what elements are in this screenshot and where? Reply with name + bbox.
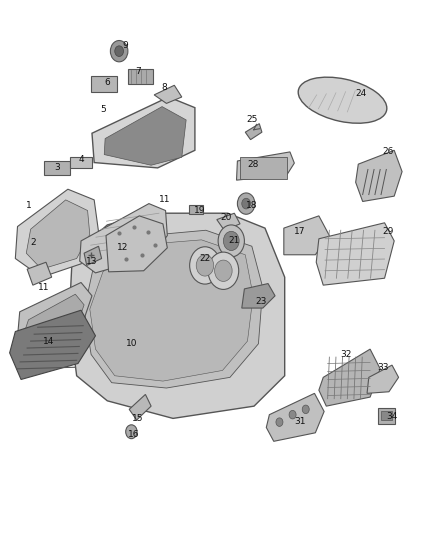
Circle shape bbox=[218, 225, 244, 257]
Text: 14: 14 bbox=[42, 337, 54, 345]
Ellipse shape bbox=[298, 77, 387, 123]
Polygon shape bbox=[129, 394, 151, 420]
Text: 19: 19 bbox=[194, 206, 205, 215]
Bar bbox=[128, 69, 153, 84]
Text: 20: 20 bbox=[220, 213, 231, 222]
Text: 11: 11 bbox=[159, 196, 170, 204]
Polygon shape bbox=[84, 230, 263, 388]
Text: 25: 25 bbox=[246, 116, 258, 124]
Text: 34: 34 bbox=[386, 413, 398, 421]
Circle shape bbox=[190, 247, 220, 284]
Circle shape bbox=[276, 418, 283, 426]
Polygon shape bbox=[84, 246, 102, 265]
Text: 5: 5 bbox=[100, 105, 106, 114]
Polygon shape bbox=[245, 124, 262, 140]
Polygon shape bbox=[266, 393, 324, 441]
Polygon shape bbox=[24, 294, 84, 348]
Text: 13: 13 bbox=[86, 257, 98, 265]
Polygon shape bbox=[106, 216, 167, 272]
Circle shape bbox=[289, 410, 296, 419]
Polygon shape bbox=[217, 213, 240, 230]
Polygon shape bbox=[316, 223, 394, 285]
Circle shape bbox=[208, 252, 239, 289]
Circle shape bbox=[115, 46, 124, 56]
Bar bbox=[381, 411, 392, 420]
Circle shape bbox=[196, 255, 214, 276]
Circle shape bbox=[237, 193, 255, 214]
Text: 16: 16 bbox=[128, 430, 139, 439]
Text: 26: 26 bbox=[382, 148, 393, 156]
Text: 17: 17 bbox=[294, 228, 306, 236]
Text: 21: 21 bbox=[229, 237, 240, 245]
Polygon shape bbox=[26, 200, 90, 269]
Text: 6: 6 bbox=[104, 78, 110, 87]
Text: 8: 8 bbox=[161, 84, 167, 92]
Polygon shape bbox=[319, 349, 380, 406]
Circle shape bbox=[110, 41, 128, 62]
Polygon shape bbox=[27, 262, 52, 285]
Text: 31: 31 bbox=[294, 417, 306, 425]
Polygon shape bbox=[10, 310, 95, 379]
Text: 7: 7 bbox=[135, 68, 141, 76]
Text: 22: 22 bbox=[199, 254, 211, 263]
Circle shape bbox=[242, 198, 251, 209]
Bar bbox=[189, 205, 203, 214]
Polygon shape bbox=[237, 152, 294, 180]
Bar bbox=[44, 161, 70, 175]
Polygon shape bbox=[154, 85, 182, 103]
Polygon shape bbox=[92, 97, 195, 168]
Text: 1: 1 bbox=[25, 201, 32, 209]
Text: 24: 24 bbox=[356, 89, 367, 98]
Circle shape bbox=[126, 425, 137, 439]
Polygon shape bbox=[69, 213, 285, 418]
Bar bbox=[240, 157, 287, 179]
Text: 23: 23 bbox=[255, 297, 266, 305]
Text: 12: 12 bbox=[117, 244, 128, 252]
Circle shape bbox=[302, 405, 309, 414]
Polygon shape bbox=[284, 216, 329, 255]
Text: 29: 29 bbox=[382, 228, 393, 236]
Polygon shape bbox=[80, 204, 167, 273]
Text: 32: 32 bbox=[340, 350, 352, 359]
Bar bbox=[378, 408, 395, 424]
Bar bbox=[91, 76, 117, 92]
Polygon shape bbox=[15, 189, 99, 277]
Polygon shape bbox=[367, 365, 399, 393]
Text: 11: 11 bbox=[38, 284, 49, 292]
Polygon shape bbox=[90, 240, 253, 381]
Text: 2: 2 bbox=[30, 238, 35, 247]
Text: 10: 10 bbox=[126, 340, 137, 348]
Text: 15: 15 bbox=[132, 414, 144, 423]
Text: 33: 33 bbox=[378, 364, 389, 372]
Polygon shape bbox=[18, 282, 92, 352]
Text: 18: 18 bbox=[246, 201, 258, 209]
Polygon shape bbox=[242, 284, 275, 308]
Polygon shape bbox=[356, 150, 402, 201]
Text: 9: 9 bbox=[122, 41, 128, 50]
Text: 28: 28 bbox=[247, 160, 259, 168]
Circle shape bbox=[223, 231, 239, 251]
Polygon shape bbox=[104, 107, 186, 165]
Circle shape bbox=[215, 260, 232, 281]
Text: 4: 4 bbox=[78, 156, 84, 164]
Text: 3: 3 bbox=[54, 164, 60, 172]
Bar bbox=[70, 157, 92, 168]
